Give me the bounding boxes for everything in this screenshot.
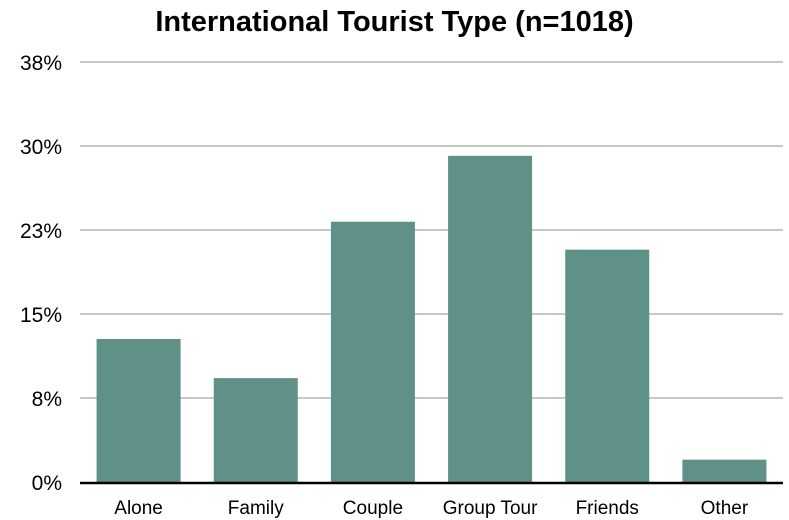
bars: [96, 155, 767, 483]
bar-alone: [96, 339, 181, 482]
bar-family: [213, 378, 298, 482]
x-tick-label: Other: [701, 498, 749, 519]
bar-group-tour: [448, 155, 533, 483]
x-tick-label: Friends: [576, 498, 639, 519]
y-tick-label: 23%: [20, 220, 62, 243]
chart-title: International Tourist Type (n=1018): [155, 6, 634, 38]
x-tick-label: Group Tour: [443, 498, 538, 519]
y-axis-ticks: 0% 8% 15% 23% 30% 38%: [20, 52, 62, 495]
x-tick-label: Alone: [114, 498, 163, 519]
y-tick-label: 0%: [32, 472, 62, 495]
x-axis-labels: Alone Family Couple Group Tour Friends Other: [114, 498, 749, 519]
y-tick-label: 8%: [32, 388, 62, 411]
x-tick-label: Family: [228, 498, 284, 519]
gridlines: [80, 61, 783, 399]
y-tick-label: 30%: [20, 136, 62, 159]
bar-other: [682, 459, 767, 482]
x-tick-label: Couple: [343, 498, 403, 519]
bar-couple: [330, 221, 415, 482]
y-tick-label: 38%: [20, 52, 62, 75]
bar-friends: [565, 249, 650, 482]
y-tick-label: 15%: [20, 304, 62, 327]
